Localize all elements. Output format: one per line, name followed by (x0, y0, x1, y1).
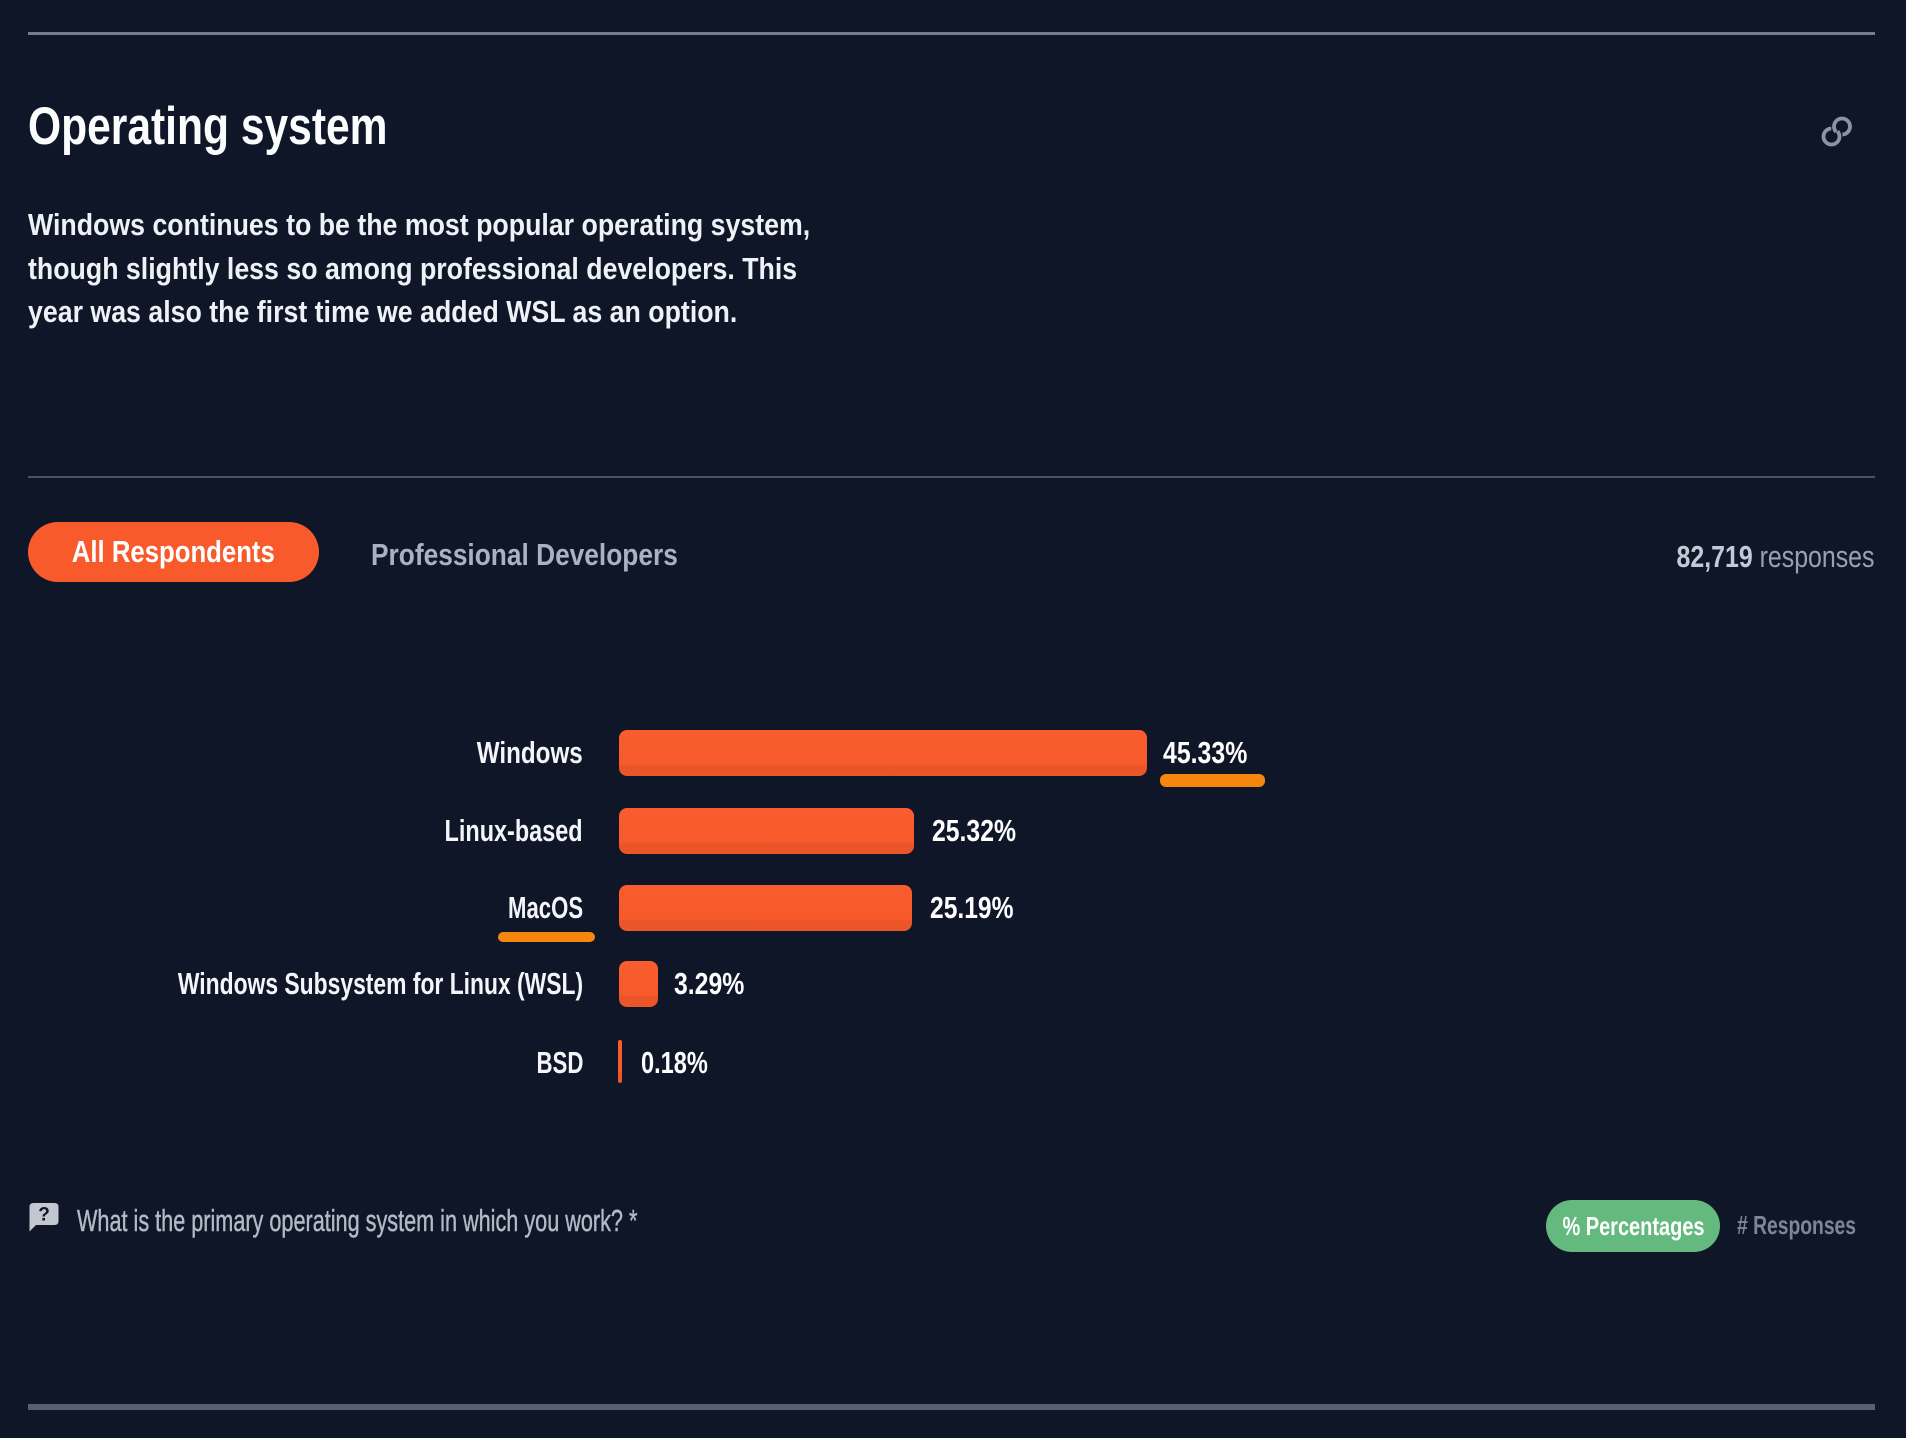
svg-text:?: ? (38, 1205, 50, 1226)
